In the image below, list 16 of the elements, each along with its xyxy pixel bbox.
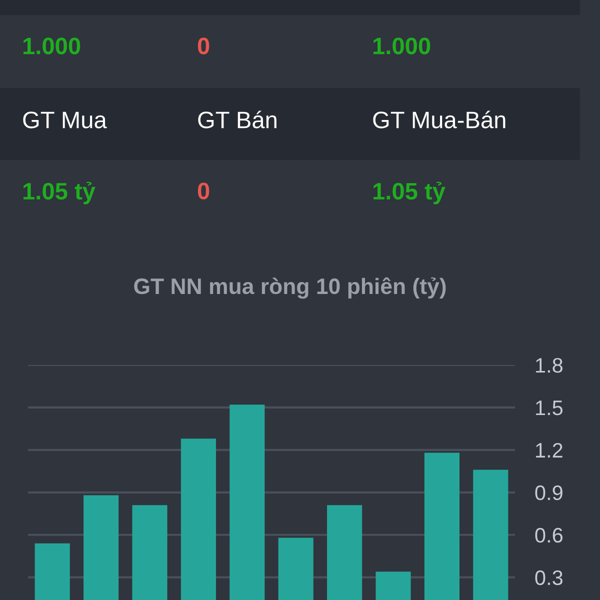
text: 1.000 — [373, 38, 430, 54]
y-tick-label: 0.9 — [535, 485, 562, 500]
y-tick-label: 0.6 — [535, 528, 562, 543]
y-tick-label: 1.5 — [536, 400, 563, 416]
text: 1.000 — [23, 38, 80, 54]
y-tick-label: 1.2 — [536, 442, 562, 458]
chart-title: GT NN mua ròng 10 phiên (tỷ) — [134, 277, 446, 299]
text: 0 — [198, 182, 210, 200]
text: GT Mua — [23, 112, 107, 128]
text: 1.05 tỷ — [23, 182, 96, 204]
y-tick-label: 1.8 — [536, 358, 562, 373]
text: 1.05 tỷ — [373, 182, 446, 204]
y-tick-label: 0.3 — [535, 570, 562, 586]
text: 0 — [198, 38, 210, 54]
text: GT Bán — [198, 110, 276, 128]
text: GT Mua-Bán — [373, 110, 506, 128]
